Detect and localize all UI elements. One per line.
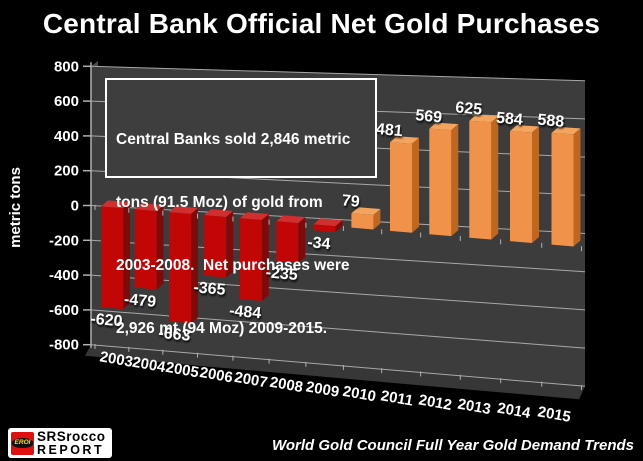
svg-text:2010: 2010 <box>341 383 377 406</box>
svg-text:200: 200 <box>54 163 79 180</box>
logo-name: SRSrocco <box>37 428 106 444</box>
svg-text:2015: 2015 <box>536 403 572 426</box>
annotation-line: Central Banks sold 2,846 metric <box>116 131 351 148</box>
svg-text:2012: 2012 <box>417 391 453 414</box>
svg-text:600: 600 <box>54 93 79 110</box>
svg-text:-620: -620 <box>90 311 123 331</box>
chart-title: Central Bank Official Net Gold Purchases <box>42 8 601 39</box>
svg-text:2009: 2009 <box>305 378 341 401</box>
svg-text:2013: 2013 <box>456 396 492 419</box>
source-attribution: World Gold Council Full Year Gold Demand… <box>272 437 634 454</box>
svg-text:-479: -479 <box>123 291 156 311</box>
svg-text:0: 0 <box>71 198 79 215</box>
annotation-box: Central Banks sold 2,846 metric tons (91… <box>105 78 377 337</box>
svg-text:588: 588 <box>537 112 565 131</box>
svg-text:-365: -365 <box>193 279 226 299</box>
svg-text:2005: 2005 <box>164 359 200 382</box>
svg-text:2008: 2008 <box>268 374 304 397</box>
svg-text:2004: 2004 <box>131 354 167 377</box>
svg-text:-34: -34 <box>307 234 332 253</box>
svg-text:-663: -663 <box>158 325 191 345</box>
svg-text:-400: -400 <box>49 267 79 284</box>
svg-text:584: 584 <box>495 110 523 129</box>
svg-text:-200: -200 <box>49 232 79 249</box>
svg-text:625: 625 <box>455 99 483 118</box>
svg-text:800: 800 <box>54 58 79 75</box>
svg-text:2006: 2006 <box>198 364 234 387</box>
svg-text:400: 400 <box>54 128 79 145</box>
svg-text:-600: -600 <box>49 302 79 319</box>
srsrocco-report-logo: EROI SRSrocco REPORT <box>8 428 112 458</box>
svg-text:-235: -235 <box>265 264 298 284</box>
annotation-line: tons (91.5 Moz) of gold from <box>116 194 323 211</box>
svg-text:569: 569 <box>415 107 443 126</box>
eroi-badge-icon: EROI <box>11 431 34 455</box>
svg-text:2007: 2007 <box>233 369 269 392</box>
svg-text:-800: -800 <box>49 337 79 354</box>
svg-text:2011: 2011 <box>379 387 414 409</box>
annotation-line: 2003-2008. Net purchases were <box>116 257 350 274</box>
svg-text:-484: -484 <box>229 303 262 323</box>
svg-text:metric tons: metric tons <box>7 167 24 248</box>
svg-text:2014: 2014 <box>496 400 532 423</box>
annotation-line: 2,926 mt (94 Moz) 2009-2015. <box>116 320 328 337</box>
logo-type: REPORT <box>37 443 105 457</box>
svg-text:79: 79 <box>341 192 360 210</box>
svg-text:481: 481 <box>375 121 403 140</box>
svg-text:2003: 2003 <box>98 348 134 371</box>
